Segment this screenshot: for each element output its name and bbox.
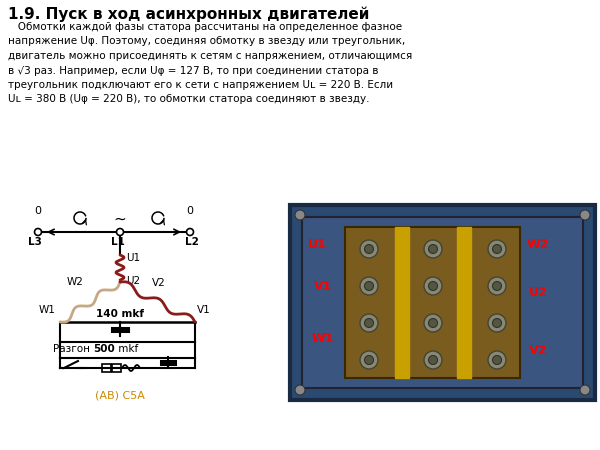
Circle shape: [493, 244, 502, 253]
Text: Uʟ = 380 В (Uφ = 220 В), то обмотки статора соединяют в звезду.: Uʟ = 380 В (Uφ = 220 В), то обмотки стат…: [8, 94, 370, 104]
Circle shape: [360, 314, 378, 332]
Circle shape: [424, 351, 442, 369]
Text: 140 mkf: 140 mkf: [96, 309, 144, 319]
Text: V2: V2: [529, 343, 547, 356]
Circle shape: [428, 319, 437, 328]
Text: V1: V1: [197, 305, 211, 315]
Circle shape: [488, 240, 506, 258]
Text: mkf: mkf: [115, 344, 138, 354]
Circle shape: [493, 356, 502, 364]
Text: W2: W2: [527, 238, 549, 252]
Text: 1.9. Пуск в ход асинхронных двигателей: 1.9. Пуск в ход асинхронных двигателей: [8, 7, 370, 22]
Circle shape: [493, 282, 502, 291]
Circle shape: [360, 351, 378, 369]
Circle shape: [295, 385, 305, 395]
Text: U1: U1: [308, 238, 326, 252]
Text: V1: V1: [314, 280, 332, 293]
Bar: [112, 364, 121, 372]
Circle shape: [493, 319, 502, 328]
Text: W1: W1: [39, 305, 56, 315]
Text: W2: W2: [67, 277, 84, 287]
Circle shape: [580, 210, 590, 220]
Circle shape: [428, 244, 437, 253]
Circle shape: [424, 277, 442, 295]
Circle shape: [360, 240, 378, 258]
Text: V2: V2: [152, 278, 166, 288]
Text: двигатель можно присоединять к сетям с напряжением, отличающимся: двигатель можно присоединять к сетям с н…: [8, 51, 412, 61]
Circle shape: [35, 229, 41, 235]
Text: W1: W1: [312, 332, 334, 345]
FancyBboxPatch shape: [345, 227, 520, 378]
Text: 500: 500: [93, 344, 115, 354]
Text: L2: L2: [185, 237, 199, 247]
Circle shape: [488, 277, 506, 295]
Text: в √3 раз. Например, если Uφ = 127 В, то при соединении статора в: в √3 раз. Например, если Uφ = 127 В, то …: [8, 66, 379, 76]
Circle shape: [365, 244, 373, 253]
FancyBboxPatch shape: [290, 205, 595, 400]
Bar: [102, 364, 111, 372]
Text: U1: U1: [126, 253, 140, 263]
Circle shape: [580, 385, 590, 395]
Text: 0: 0: [35, 206, 41, 216]
Text: U2: U2: [126, 276, 140, 286]
Circle shape: [424, 240, 442, 258]
Text: L1: L1: [111, 237, 125, 247]
Circle shape: [488, 314, 506, 332]
FancyBboxPatch shape: [302, 217, 583, 388]
Circle shape: [365, 282, 373, 291]
Circle shape: [428, 356, 437, 364]
Circle shape: [360, 277, 378, 295]
Text: U2: U2: [529, 285, 547, 298]
Text: треугольник подключают его к сети с напряжением Uʟ = 220 В. Если: треугольник подключают его к сети с напр…: [8, 80, 393, 90]
Text: Разгон: Разгон: [53, 344, 93, 354]
Text: L3: L3: [28, 237, 42, 247]
Circle shape: [295, 210, 305, 220]
Text: напряжение Uφ. Поэтому, соединяя обмотку в звезду или треугольник,: напряжение Uφ. Поэтому, соединяя обмотку…: [8, 36, 405, 46]
Text: 0: 0: [187, 206, 193, 216]
Text: Обмотки каждой фазы статора рассчитаны на определенное фазное: Обмотки каждой фазы статора рассчитаны н…: [8, 22, 402, 32]
Text: (AB) C5A: (AB) C5A: [95, 390, 145, 400]
Circle shape: [365, 356, 373, 364]
Circle shape: [424, 314, 442, 332]
Circle shape: [365, 319, 373, 328]
Circle shape: [488, 351, 506, 369]
Circle shape: [187, 229, 193, 235]
Bar: [395, 227, 409, 378]
Circle shape: [428, 282, 437, 291]
Text: ~: ~: [113, 212, 127, 226]
Circle shape: [116, 229, 124, 235]
Bar: [457, 227, 471, 378]
